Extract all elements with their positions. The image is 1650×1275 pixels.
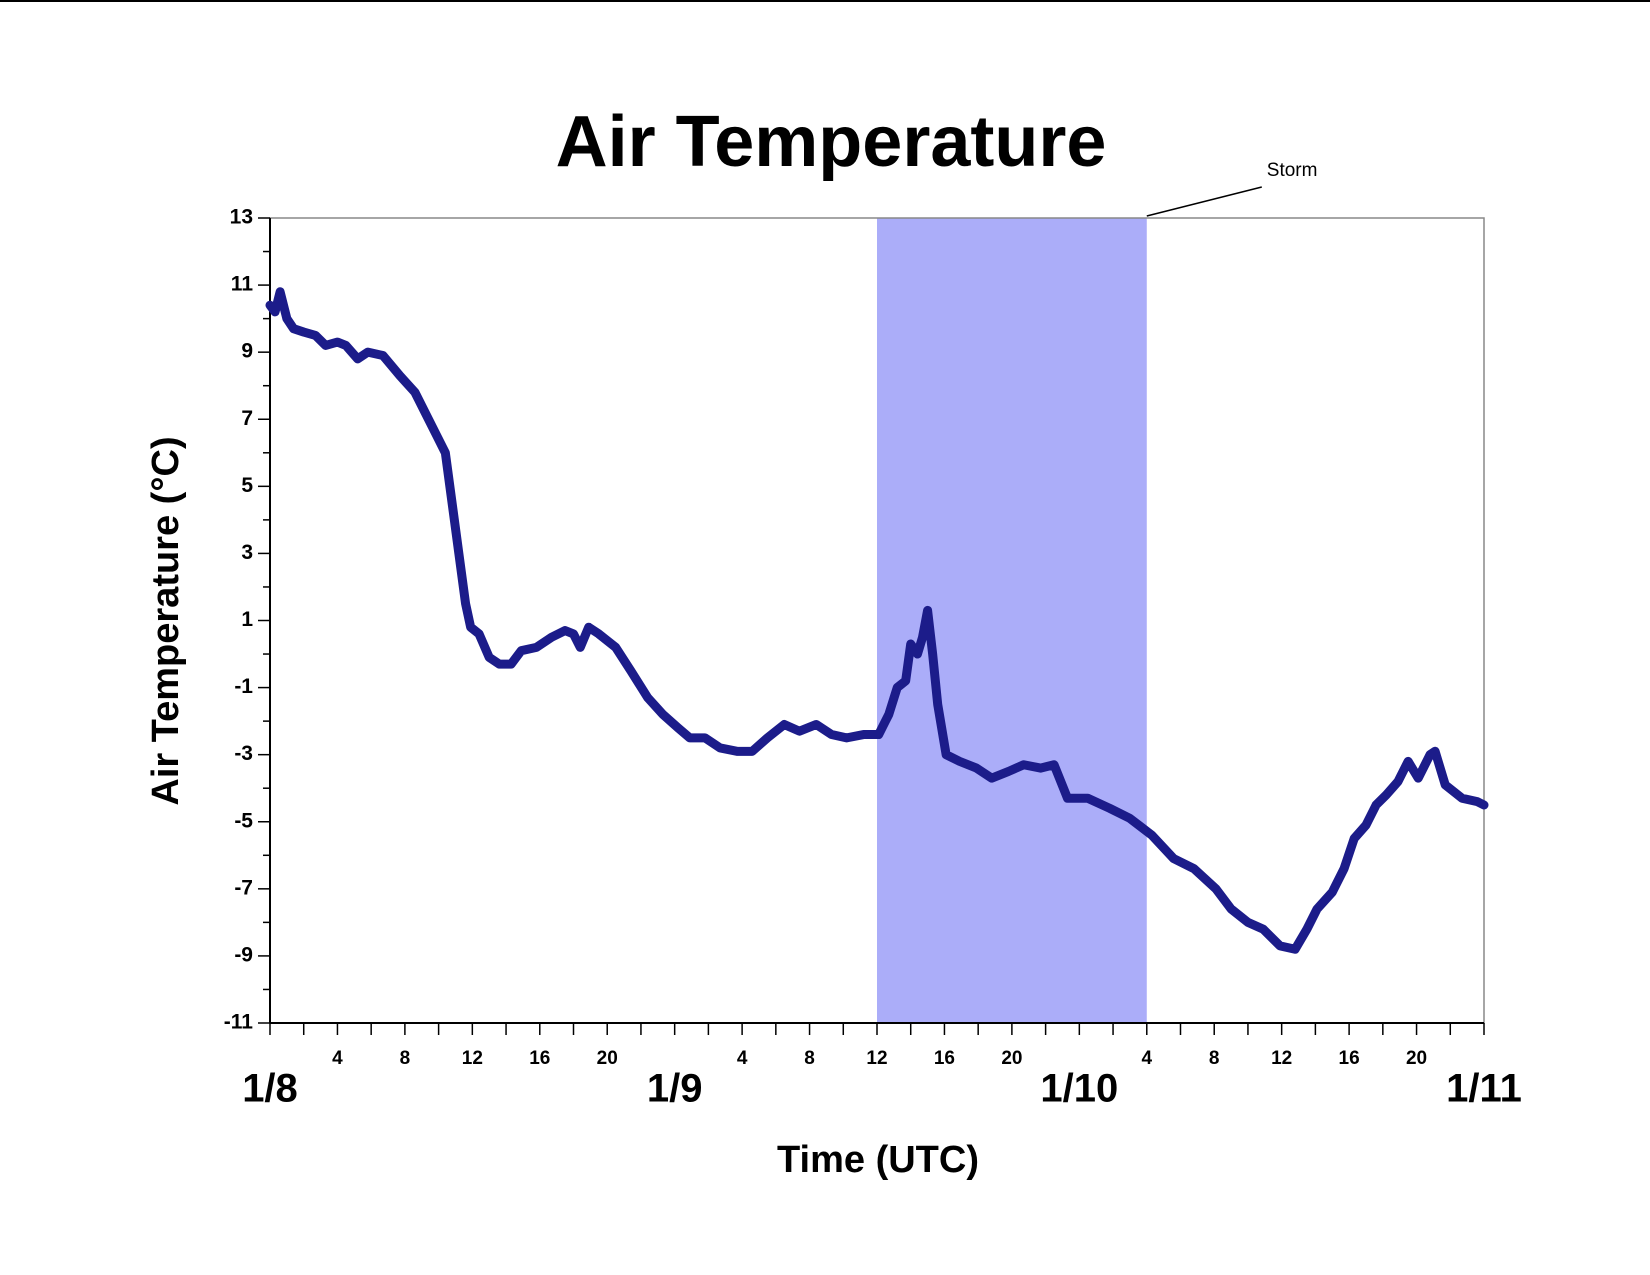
y-tick-label: -7 bbox=[234, 876, 253, 899]
x-tick-label: 8 bbox=[400, 1048, 411, 1069]
y-tick-label: 13 bbox=[230, 206, 253, 229]
x-tick-label: 8 bbox=[804, 1048, 815, 1069]
x-tick-label: 12 bbox=[462, 1048, 483, 1069]
x-axis-label: Time (UTC) bbox=[777, 1139, 979, 1181]
x-tick-label: 4 bbox=[737, 1048, 748, 1069]
y-tick-label: -11 bbox=[224, 1011, 254, 1034]
x-date-label: 1/8 bbox=[242, 1067, 298, 1111]
x-tick-label: 4 bbox=[1141, 1048, 1152, 1069]
y-tick-label: -3 bbox=[234, 742, 253, 765]
y-tick-label: 3 bbox=[241, 541, 253, 564]
x-tick-label: 12 bbox=[866, 1048, 887, 1069]
x-tick-label: 16 bbox=[529, 1048, 550, 1069]
x-date-label: 1/9 bbox=[647, 1067, 703, 1111]
x-tick-label: 4 bbox=[332, 1048, 343, 1069]
y-tick-label: -9 bbox=[234, 943, 253, 966]
series-line bbox=[265, 287, 1489, 954]
y-tick-label: -5 bbox=[234, 809, 253, 832]
x-tick-label: 20 bbox=[1001, 1048, 1022, 1069]
y-tick-label: 5 bbox=[241, 474, 253, 497]
y-tick-label: 1 bbox=[241, 608, 253, 631]
chart-title: Air Temperature bbox=[556, 102, 1107, 182]
x-date-label: 1/11 bbox=[1446, 1067, 1522, 1111]
y-tick-label: 7 bbox=[241, 407, 253, 430]
y-tick-label: 9 bbox=[241, 340, 253, 363]
shaded-span bbox=[877, 218, 1147, 1023]
y-tick-label: 11 bbox=[231, 273, 254, 296]
x-tick-label: 8 bbox=[1209, 1048, 1220, 1069]
y-tick-label: -1 bbox=[234, 675, 253, 698]
x-tick-label: 12 bbox=[1271, 1048, 1292, 1069]
x-tick-label: 16 bbox=[934, 1048, 955, 1069]
annotation-leader bbox=[1146, 186, 1262, 217]
y-axis-label: Air Temperature (°C) bbox=[145, 436, 187, 805]
x-tick-label: 20 bbox=[597, 1048, 618, 1069]
x-date-label: 1/10 bbox=[1040, 1067, 1118, 1111]
x-tick-label: 16 bbox=[1339, 1048, 1360, 1069]
x-tick-label: 20 bbox=[1406, 1048, 1427, 1069]
annotation-label: Storm bbox=[1267, 160, 1318, 181]
